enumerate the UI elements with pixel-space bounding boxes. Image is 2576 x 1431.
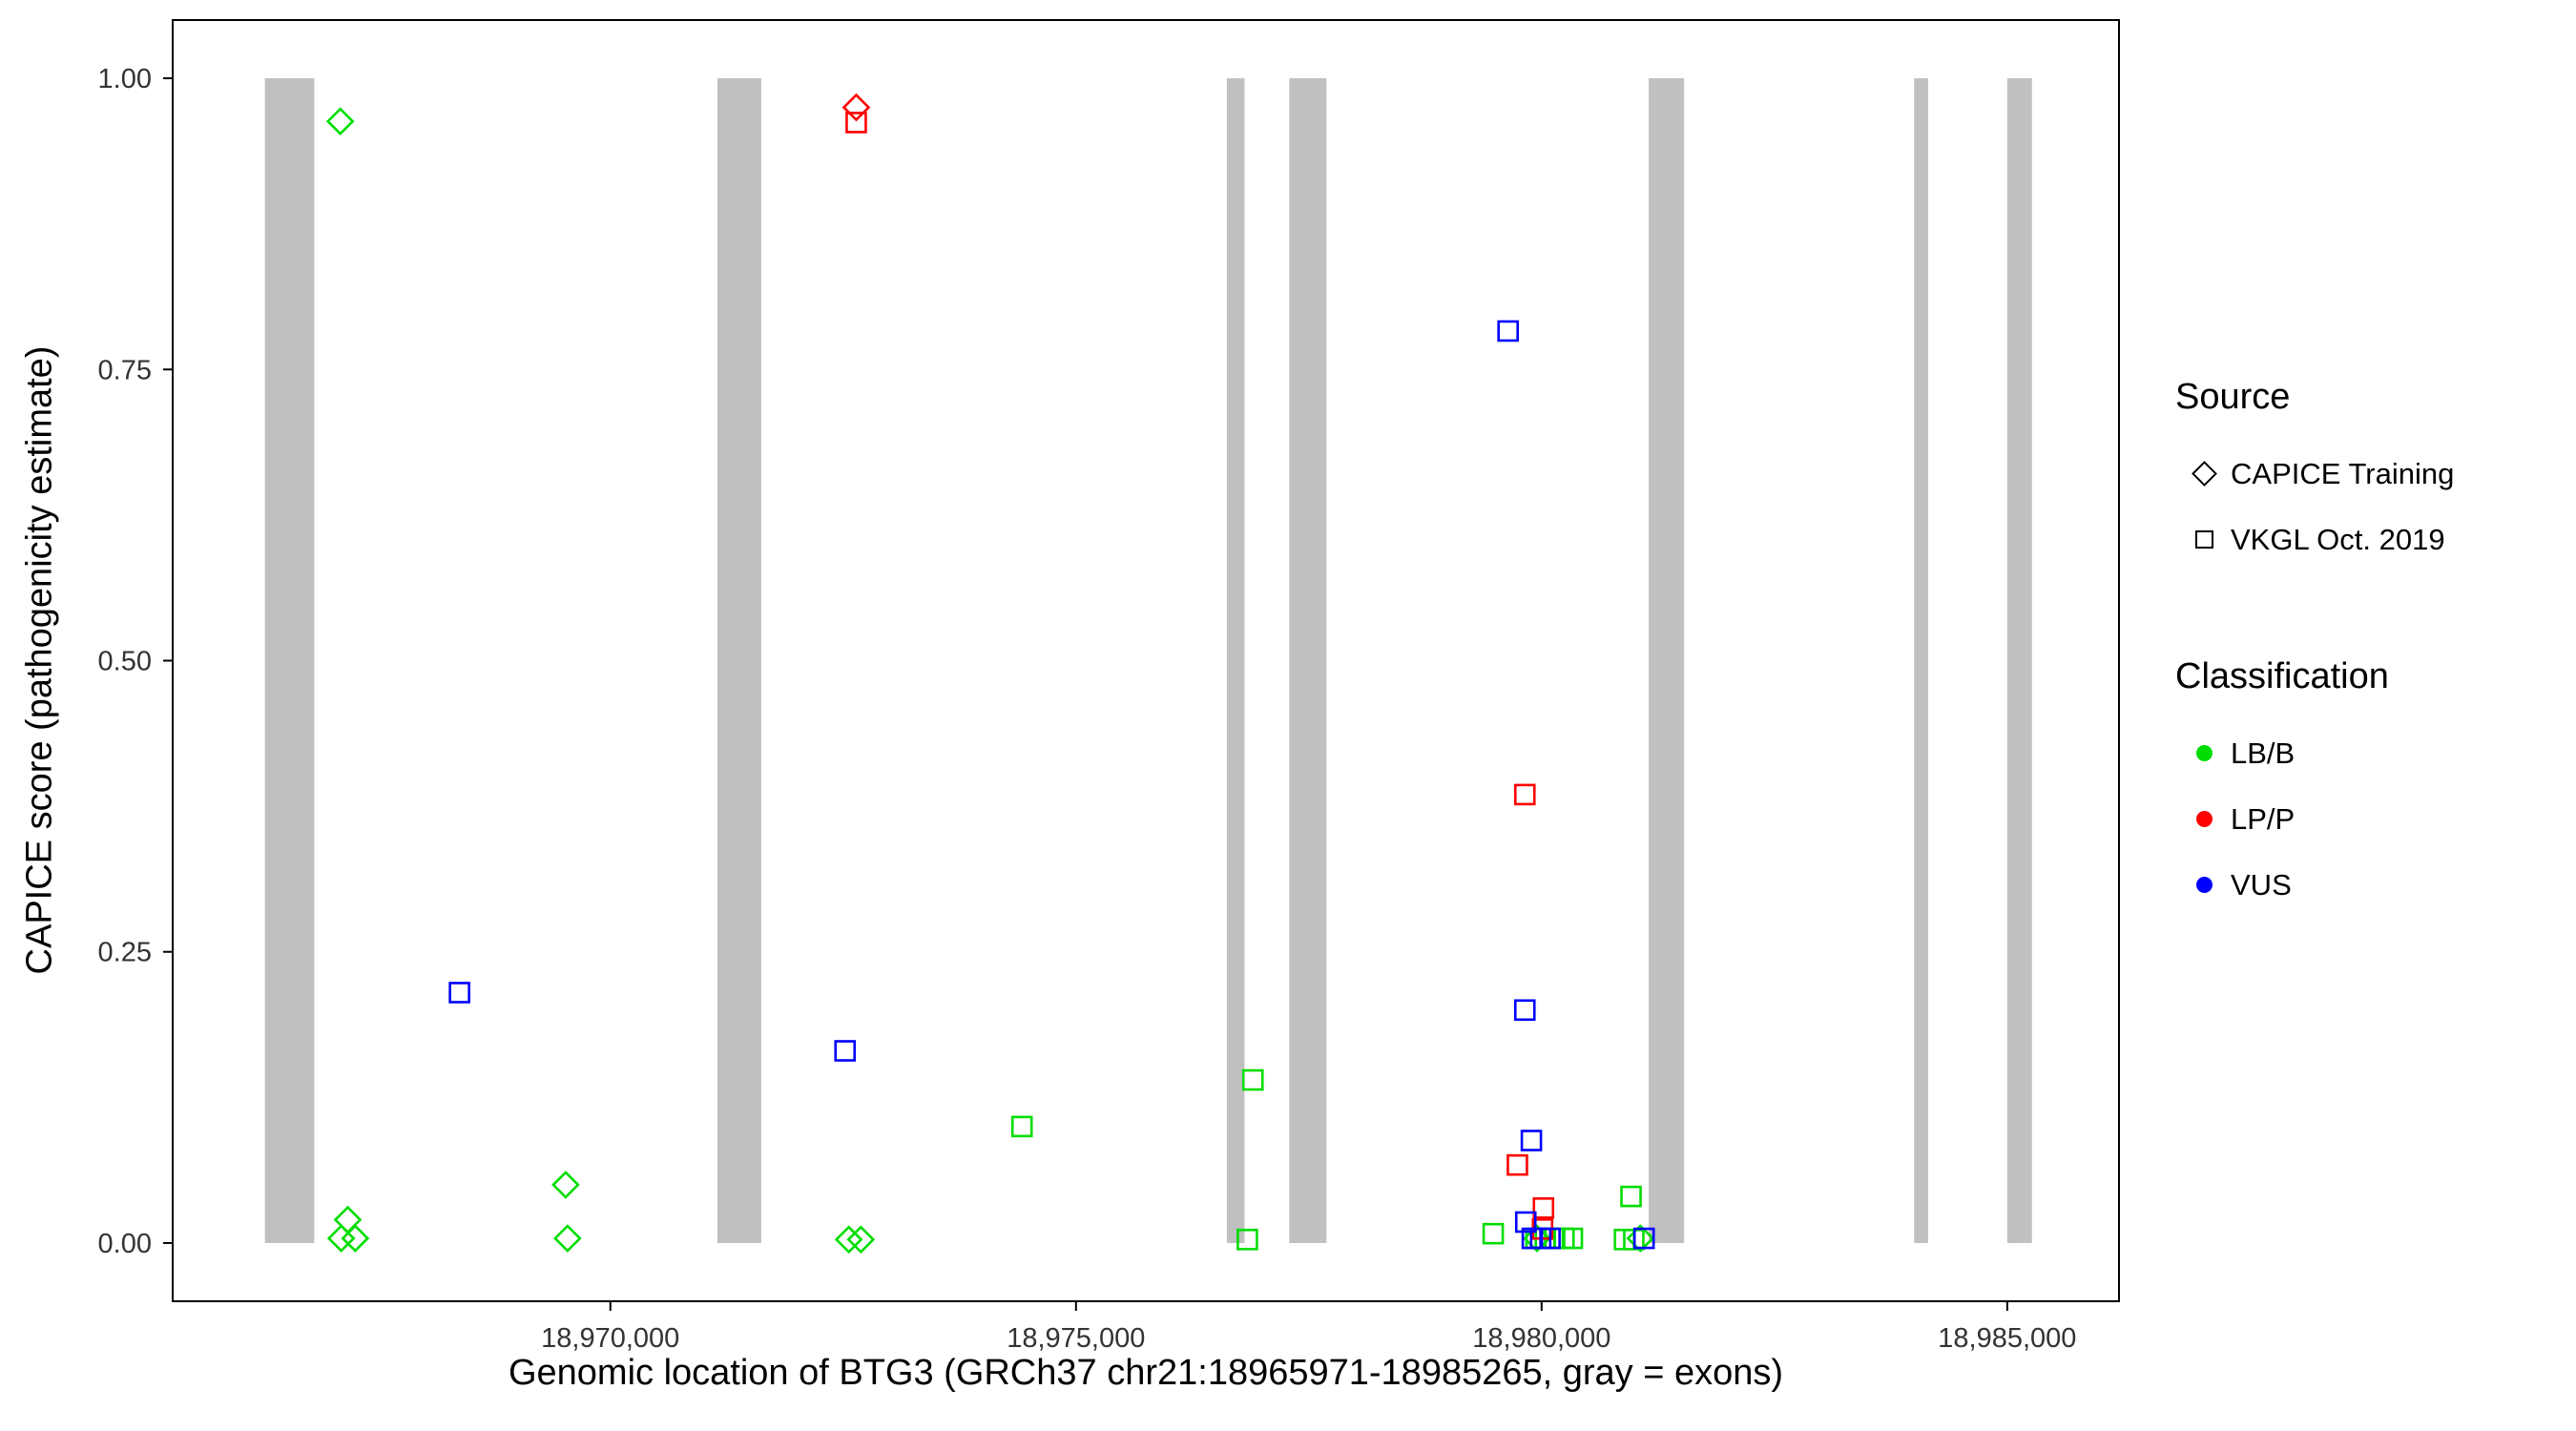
data-point-diamond <box>341 1224 370 1253</box>
legend-item-label: LP/P <box>2231 801 2296 836</box>
data-point-square <box>1010 1115 1033 1138</box>
exon-bar <box>1649 78 1685 1243</box>
x-tick-label: 18,985,000 <box>1938 1323 2076 1354</box>
diamond-outline-icon <box>2191 461 2217 487</box>
blue-dot-icon <box>2195 877 2212 893</box>
data-point-square <box>1632 1227 1655 1250</box>
legend-item-lpp: LP/P <box>2175 786 2557 852</box>
legend-item-vkgl: VKGL Oct. 2019 <box>2175 507 2557 572</box>
data-point-square <box>1241 1068 1264 1091</box>
x-tick-label: 18,970,000 <box>541 1323 679 1354</box>
exon-bar <box>717 78 761 1243</box>
diamond-symbol-box <box>2185 461 2223 487</box>
data-point-diamond <box>551 1171 580 1199</box>
legend-item-label: CAPICE Training <box>2231 456 2455 490</box>
data-point-diamond <box>326 1224 356 1253</box>
legend-item-vus: VUS <box>2175 852 2557 918</box>
data-point-square <box>1620 1185 1642 1208</box>
y-tick-label: 0.25 <box>98 938 152 968</box>
data-point-square <box>1513 783 1536 806</box>
y-tick-label: 0.50 <box>98 647 152 677</box>
x-tick-label: 18,980,000 <box>1472 1323 1610 1354</box>
legend-item-capice-training: CAPICE Training <box>2175 441 2557 507</box>
legend-item-label: LB/B <box>2231 736 2296 770</box>
legend-section-classification: Classification LB/B LP/P VUS <box>2175 656 2557 918</box>
data-point-square <box>1561 1227 1584 1250</box>
exon-bar <box>1914 78 1928 1243</box>
y-tick-label: 0.75 <box>98 355 152 385</box>
data-point-square <box>448 982 470 1004</box>
data-point-square <box>845 112 867 134</box>
data-point-square <box>1514 1211 1537 1234</box>
exon-bar <box>1226 78 1245 1243</box>
exon-bar <box>2006 78 2032 1243</box>
red-dot-icon <box>2195 811 2212 827</box>
panel-border <box>172 19 2120 1302</box>
legend-source-title: Source <box>2175 377 2291 417</box>
square-symbol-box <box>2185 530 2223 549</box>
data-point-square <box>1539 1227 1561 1250</box>
data-point-square <box>834 1040 857 1062</box>
data-point-square <box>1506 1153 1528 1176</box>
lbb-dot-box <box>2185 745 2223 761</box>
legend: Source CAPICE Training VKGL Oct. 2019 Cl… <box>2175 377 2557 918</box>
green-dot-icon <box>2195 745 2212 761</box>
y-tick-label: 0.00 <box>98 1229 152 1259</box>
data-point-diamond <box>834 1225 863 1255</box>
x-axis-title: Genomic location of BTG3 (GRCh37 chr21:1… <box>508 1353 1784 1393</box>
legend-item-lbb: LB/B <box>2175 720 2557 786</box>
exon-bar <box>1289 78 1327 1243</box>
data-point-square <box>1513 999 1536 1022</box>
legend-item-label: VUS <box>2231 867 2292 902</box>
exon-bar <box>264 78 315 1243</box>
lpp-dot-box <box>2185 811 2223 827</box>
data-point-diamond <box>325 107 355 136</box>
y-axis-title: CAPICE score (pathogenicity estimate) <box>19 345 60 975</box>
data-point-diamond <box>841 93 871 122</box>
y-tick-label: 1.00 <box>98 64 152 94</box>
data-point-square <box>1497 320 1519 342</box>
legend-section-source: Source CAPICE Training VKGL Oct. 2019 <box>2175 377 2557 572</box>
data-point-square <box>1236 1228 1258 1251</box>
square-outline-icon <box>2194 530 2213 549</box>
data-point-square <box>1520 1130 1543 1151</box>
data-point-diamond <box>553 1224 582 1253</box>
vus-dot-box <box>2185 877 2223 893</box>
data-point-square <box>1532 1197 1555 1219</box>
legend-item-label: VKGL Oct. 2019 <box>2231 522 2445 556</box>
data-point-diamond <box>846 1225 876 1255</box>
x-tick-label: 18,975,000 <box>1007 1323 1145 1354</box>
legend-classification-title: Classification <box>2175 656 2389 696</box>
data-point-square <box>1482 1222 1505 1245</box>
data-point-diamond <box>1626 1224 1655 1253</box>
